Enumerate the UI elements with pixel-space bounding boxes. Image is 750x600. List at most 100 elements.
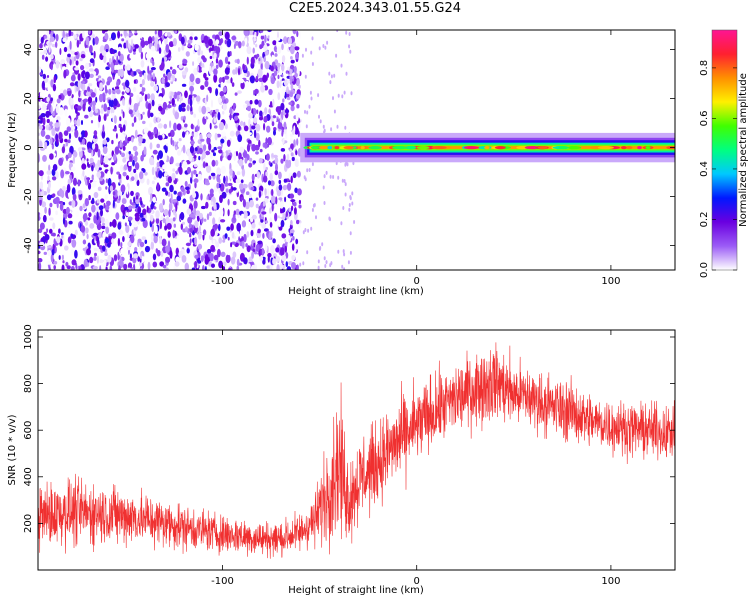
spectrogram-cell — [225, 254, 231, 264]
spectrogram-cell — [146, 178, 150, 186]
spectrogram-cell — [97, 159, 101, 167]
spectrogram-cell — [230, 223, 234, 231]
colorbar-tick-label: 0.8 — [699, 60, 710, 76]
spectrogram-cell — [48, 164, 51, 172]
spectrogram-cell — [336, 30, 339, 33]
spectrogram-cell — [91, 165, 94, 172]
spectrogram-cell — [193, 100, 196, 104]
spectrogram-cell — [275, 37, 281, 41]
spectrogram-cell — [311, 162, 314, 167]
snr-y-axis-label: SNR (10 * v/v) — [7, 414, 18, 485]
spectrogram-cell — [226, 226, 231, 231]
spectrogram-cell — [280, 219, 285, 228]
spectrogram-cell — [129, 253, 132, 260]
spectrogram-cell — [195, 77, 201, 85]
spectrogram-cell — [223, 175, 226, 184]
spectrogram-cell — [345, 71, 348, 76]
spectrogram-cell — [343, 252, 346, 257]
spectrogram-cell — [156, 182, 160, 191]
spectrogram-cell — [67, 53, 71, 58]
spectrogram-cell — [193, 67, 199, 76]
spectrogram-cell — [74, 119, 77, 125]
spectrogram-cell — [263, 162, 266, 171]
spectrogram-cell — [195, 173, 198, 177]
spectrogram-cell — [349, 231, 352, 236]
spectrogram-cell — [184, 123, 188, 128]
spectrogram-cell — [100, 107, 104, 115]
colorbar-tick-label: 0.6 — [699, 110, 710, 126]
spectrogram-cell — [143, 146, 147, 155]
spectrogram-cell — [322, 44, 325, 48]
spectrogram-cell — [229, 130, 235, 137]
spectrogram-cell — [81, 120, 83, 125]
spectrogram-cell — [265, 166, 269, 171]
spectrogram-cell — [89, 223, 95, 229]
spectrogram-cell — [290, 45, 295, 55]
spectrogram-cell — [166, 222, 172, 230]
spectrogram-cell — [182, 131, 186, 138]
spectrogram-cell — [239, 146, 245, 154]
spectrogram-cell — [111, 139, 114, 145]
spectrogram-cell — [158, 105, 163, 112]
spectrogram-cell — [516, 146, 529, 150]
spectrogram-cell — [186, 104, 190, 112]
snr-frame — [37, 329, 676, 571]
spectrogram-cell — [140, 200, 143, 206]
spectrogram-cell — [151, 35, 155, 42]
spectrogram-cell — [163, 145, 167, 150]
spectrogram-cell — [291, 205, 294, 211]
spectrogram-cell — [222, 86, 227, 93]
spectrogram-cell — [66, 126, 72, 132]
spectrogram-cell — [234, 92, 238, 96]
spectrogram-cell — [244, 157, 248, 164]
spectrogram-cell — [186, 166, 191, 174]
spectrogram-cell — [50, 137, 53, 145]
spectrogram-cell — [95, 235, 98, 242]
spectrogram-cell — [126, 64, 131, 71]
spectrogram-cell — [70, 50, 76, 55]
spectrogram-cell — [206, 136, 211, 145]
spectrogram-cell — [284, 196, 287, 203]
snr-panel: -100 0 100 200 400 600 800 1000 Height of strai… — [7, 324, 676, 596]
spectrogram-cell — [197, 260, 202, 264]
spectrogram-cell — [165, 190, 169, 196]
spectrogram-cell — [590, 146, 602, 150]
spectrogram-cell — [221, 191, 227, 199]
spectrogram-cell — [233, 43, 236, 50]
spectrogram-cell — [242, 210, 248, 219]
spectrogram-cell — [211, 159, 216, 167]
spectrogram-cell — [255, 132, 260, 141]
spectrogram-cell — [151, 166, 155, 176]
spectrogram-cell — [132, 145, 138, 152]
spectrogram-cell — [186, 248, 190, 254]
spectrogram-cell — [128, 32, 134, 37]
spectrogram-cell — [96, 255, 99, 264]
spectrogram-cell — [71, 125, 75, 131]
spectrogram-cell — [200, 78, 205, 84]
spectrogram-cell — [209, 122, 212, 130]
spectrogram-cell — [260, 35, 265, 40]
spectrogram-cell — [91, 197, 95, 204]
spectrogram-cell — [278, 184, 283, 191]
spectrogram-cell — [46, 228, 49, 233]
spectrogram-cell — [38, 111, 41, 117]
spectrogram-cell — [77, 179, 81, 187]
spectrogram-cell — [297, 188, 302, 196]
spectrogram-cell — [204, 265, 207, 270]
spectrogram-cell — [280, 102, 285, 111]
spectrogram-cell — [296, 264, 299, 270]
spectrogram-cell — [39, 222, 45, 230]
spectrogram-cell — [270, 180, 275, 187]
spectrogram-cell — [224, 56, 229, 64]
spectrogram-cell — [212, 239, 216, 245]
spectrogram-cell — [173, 122, 177, 131]
spectrogram-cell — [195, 95, 201, 102]
spectrogram-cell — [172, 140, 175, 147]
spectrogram-cell — [49, 217, 54, 221]
y-tick-label: 20 — [23, 92, 34, 105]
spectrogram-cell — [227, 236, 230, 241]
spectrogram-cell — [185, 226, 188, 233]
spectrogram-cell — [38, 132, 41, 137]
spectrogram-cell — [194, 147, 198, 152]
spectrogram-cell — [189, 97, 193, 107]
